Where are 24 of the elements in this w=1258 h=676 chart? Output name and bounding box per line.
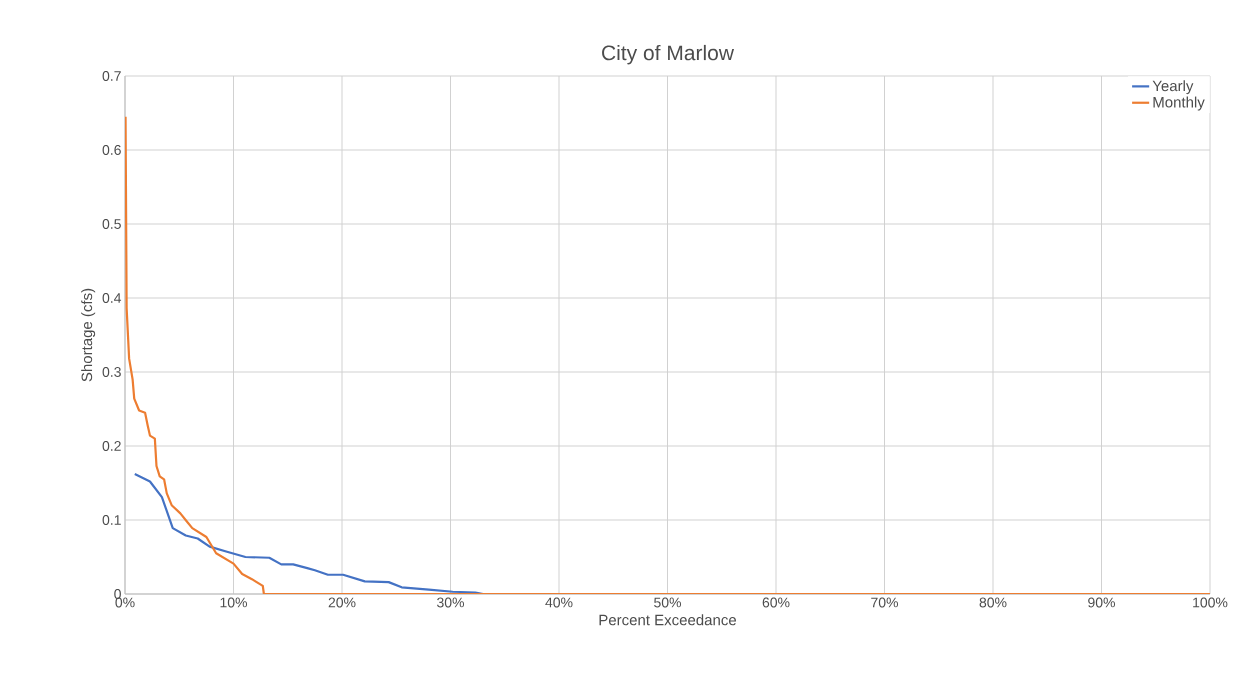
x-tick-label: 20% bbox=[328, 597, 356, 608]
y-tick-label: 0.1 bbox=[102, 515, 121, 525]
x-tick-label: 100% bbox=[1193, 597, 1228, 608]
x-tick-label: 30% bbox=[437, 597, 465, 608]
x-axis-title: Percent Exceedance bbox=[599, 614, 737, 626]
y-tick-label: 0.3 bbox=[102, 367, 121, 377]
y-tick-label: 0 bbox=[114, 589, 121, 599]
x-tick-label: 10% bbox=[220, 597, 248, 608]
x-tick-label: 50% bbox=[654, 597, 682, 608]
x-tick-label: 40% bbox=[545, 597, 573, 608]
y-tick-label: 0.4 bbox=[102, 293, 122, 303]
legend-label: Yearly bbox=[1152, 80, 1194, 95]
y-tick-label: 0.5 bbox=[102, 219, 121, 229]
x-tick-label: 90% bbox=[1088, 597, 1116, 608]
legend-label: Monthly bbox=[1153, 96, 1205, 111]
chart-title: City of Marlow bbox=[602, 44, 735, 65]
x-tick-label: 60% bbox=[762, 597, 790, 608]
x-tick-label: 70% bbox=[871, 597, 899, 608]
x-tick-label: 80% bbox=[979, 597, 1007, 608]
y-axis-title: Shortage (cfs) bbox=[81, 288, 96, 382]
y-tick-label: 0.2 bbox=[102, 441, 121, 451]
y-tick-label: 0.6 bbox=[102, 145, 121, 155]
y-tick-label: 0.7 bbox=[102, 71, 121, 81]
x-tick-label: 0% bbox=[115, 597, 135, 608]
